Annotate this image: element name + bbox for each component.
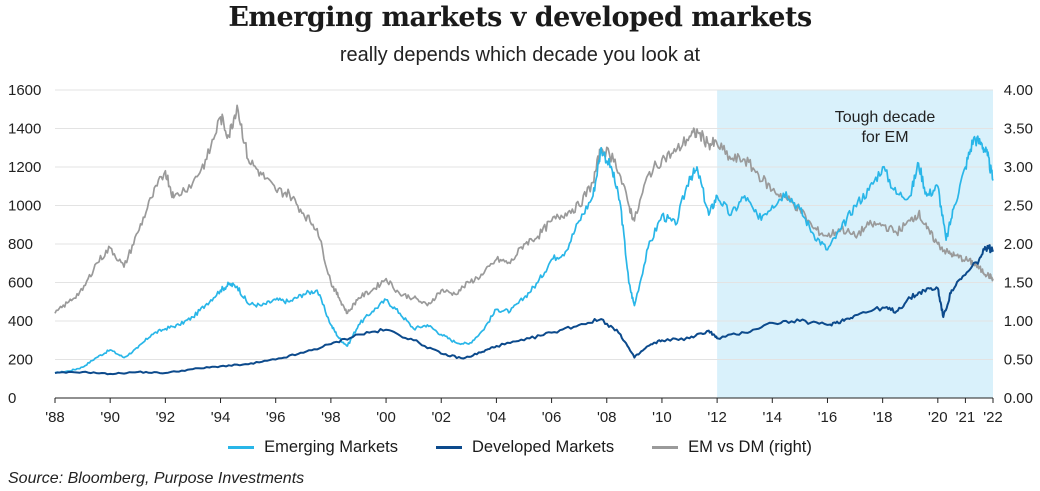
y-right-tick-label: 2.00 [1004, 236, 1033, 253]
legend-label-emerging: Emerging Markets [264, 438, 398, 456]
y-left-tick-label: 200 [8, 352, 33, 369]
y-left-tick-label: 800 [8, 236, 33, 253]
legend-swatch-emerging [228, 446, 255, 449]
series-line-emerging-markets [54, 135, 994, 374]
y-right-tick-label: 3.50 [1004, 121, 1033, 138]
y-left-tick-label: 0 [8, 390, 16, 407]
x-tick-label: '21 [956, 409, 976, 426]
legend-item-emerging: Emerging Markets [228, 438, 398, 457]
chart-title: Emerging markets v developed markets [228, 2, 812, 33]
chart-subtitle: really depends which decade you look at [339, 44, 701, 66]
x-tick-label: '08 [597, 409, 617, 426]
source-note: Source: Bloomberg, Purpose Investments [8, 470, 305, 487]
y-right-tick-label: 2.50 [1004, 198, 1033, 215]
x-tick-label: '02 [431, 409, 451, 426]
y-left-tick-label: 600 [8, 275, 33, 292]
x-tick-label: '98 [321, 409, 341, 426]
line-chart: 0 200 400 600 800 1000 1200 1400 1600 0.00 0.50 1.0… [8, 82, 1033, 426]
x-tick-label: '06 [542, 409, 562, 426]
legend-swatch-ratio [652, 446, 679, 449]
y-right-tick-label: 1.00 [1004, 313, 1033, 330]
x-tick-label: '20 [928, 409, 948, 426]
y-right-tick-label: 0.50 [1004, 352, 1033, 369]
legend-label-developed: Developed Markets [471, 438, 615, 456]
x-tick-label: '88 [45, 409, 65, 426]
legend-item-ratio: EM vs DM (right) [652, 438, 812, 457]
y-left-tick-label: 1400 [8, 121, 41, 138]
series-line-developed-markets [54, 244, 994, 376]
x-tick-label: '16 [818, 409, 838, 426]
x-tick-label: '18 [873, 409, 893, 426]
y-right-tick-label: 4.00 [1004, 82, 1033, 99]
x-tick-label: '04 [487, 409, 507, 426]
annotation-line-2: for EM [861, 129, 908, 146]
y-left-tick-label: 1000 [8, 198, 41, 215]
y-left-tick-label: 1200 [8, 159, 41, 176]
legend-swatch-developed [435, 446, 462, 449]
series-line-em-vs-dm [54, 104, 994, 315]
x-tick-label: '96 [266, 409, 286, 426]
legend-item-developed: Developed Markets [435, 438, 615, 457]
chart-legend: Emerging Markets Developed Markets EM vs… [0, 438, 1040, 457]
x-tick-label: '10 [652, 409, 672, 426]
x-tick-label: '12 [707, 409, 727, 426]
y-right-tick-label: 1.50 [1004, 275, 1033, 292]
annotation-line-1: Tough decade [835, 109, 936, 126]
x-tick-label: '22 [983, 409, 1003, 426]
x-tick-label: '90 [100, 409, 120, 426]
x-tick-label: '14 [763, 409, 783, 426]
y-right-tick-label: 0.00 [1004, 390, 1033, 407]
x-tick-label: '00 [376, 409, 396, 426]
y-left-tick-label: 1600 [8, 82, 41, 99]
y-left-tick-label: 400 [8, 313, 33, 330]
legend-label-ratio: EM vs DM (right) [688, 438, 812, 456]
x-tick-label: '94 [211, 409, 231, 426]
x-tick-label: '92 [156, 409, 176, 426]
y-right-tick-label: 3.00 [1004, 159, 1033, 176]
